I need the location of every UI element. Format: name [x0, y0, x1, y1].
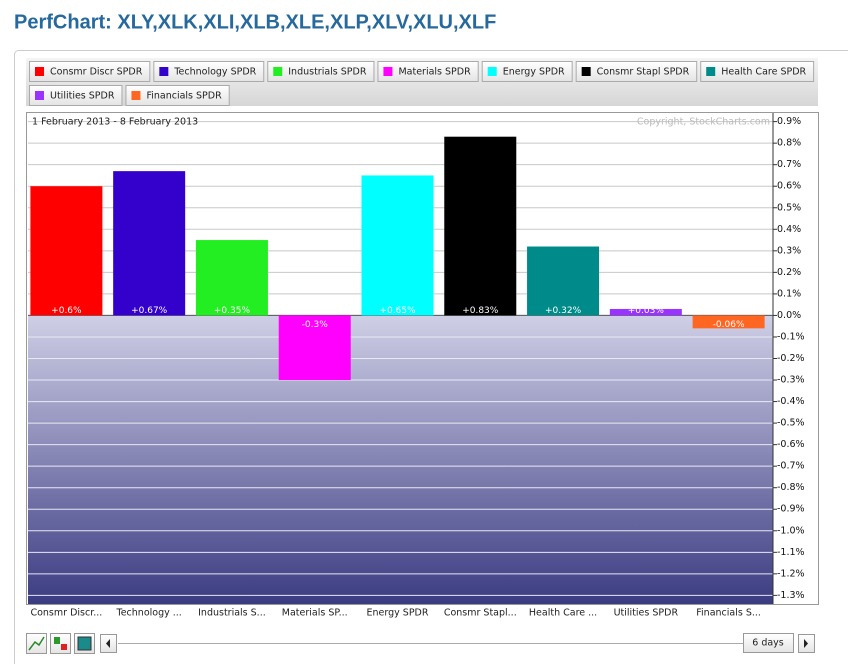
bar	[196, 240, 268, 315]
y-tick-label: 0.4%	[777, 224, 801, 235]
legend-swatch	[159, 67, 168, 76]
x-tick-label: Utilities SPDR	[614, 608, 679, 619]
legend-entry[interactable]: Utilities SPDR	[30, 86, 122, 106]
period-label: 6 days	[752, 638, 784, 649]
y-tick-label: 0.3%	[777, 245, 801, 256]
x-tick-label: Technology ...	[116, 608, 182, 619]
value-label: +0.32%	[545, 306, 582, 316]
value-label: +0.67%	[131, 306, 168, 316]
y-tick-label: 0.1%	[777, 288, 801, 299]
bar	[30, 186, 102, 315]
y-tick-label: -0.4%	[777, 396, 805, 407]
legend-entry[interactable]: Health Care SPDR	[701, 62, 814, 82]
y-tick-label: 0.6%	[777, 181, 801, 192]
legend-label: Energy SPDR	[503, 67, 565, 78]
legend-swatch	[383, 67, 392, 76]
bar-chart-button[interactable]	[51, 634, 71, 654]
legend-label: Financials SPDR	[146, 91, 222, 102]
y-tick-label: -0.2%	[777, 353, 805, 364]
y-tick-label: -1.1%	[777, 547, 805, 558]
x-tick-label: Health Care ...	[529, 608, 597, 619]
y-tick-label: 0.5%	[777, 202, 801, 213]
legend-label: Consmr Discr SPDR	[50, 67, 143, 78]
x-tick-label: Financials S...	[696, 608, 761, 619]
chart-title: PerfChart: XLY,XLK,XLI,XLB,XLE,XLP,XLV,X…	[14, 11, 496, 33]
legend-entry[interactable]: Industrials SPDR	[268, 62, 374, 82]
hist-icon	[78, 637, 91, 650]
y-tick-label: 0.2%	[777, 267, 801, 278]
y-tick-label: -1.2%	[777, 568, 805, 579]
legend-label: Consmr Stapl SPDR	[597, 67, 690, 78]
y-tick-label: 0.9%	[777, 116, 801, 127]
y-tick-label: -0.8%	[777, 482, 805, 493]
y-tick-label: -0.5%	[777, 418, 805, 429]
value-label: +0.6%	[51, 306, 82, 316]
value-label: +0.65%	[379, 306, 416, 316]
legend-label: Industrials SPDR	[288, 67, 367, 78]
legend-swatch	[35, 91, 44, 100]
bar	[444, 137, 516, 316]
bar	[362, 175, 434, 315]
legend-swatch	[706, 67, 715, 76]
x-tick-label: Energy SPDR	[367, 608, 429, 619]
value-label: +0.83%	[462, 306, 499, 316]
value-label: +0.03%	[628, 306, 665, 316]
y-tick-label: -0.9%	[777, 504, 805, 515]
y-tick-label: -0.6%	[777, 439, 805, 450]
value-label: -0.06%	[713, 320, 745, 330]
y-tick-label: 0.8%	[777, 138, 801, 149]
y-tick-label: -0.3%	[777, 375, 805, 386]
y-tick-label: -1.0%	[777, 525, 805, 536]
x-tick-label: Consmr Discr...	[30, 608, 102, 619]
y-tick-label: -0.1%	[777, 331, 805, 342]
x-tick-label: Consmr Stapl...	[444, 608, 517, 619]
y-tick-label: 0.7%	[777, 159, 801, 170]
legend-swatch	[488, 67, 497, 76]
x-tick-label: Industrials S...	[198, 608, 266, 619]
legend-entry[interactable]: Technology SPDR	[154, 62, 264, 82]
legend-swatch	[582, 67, 591, 76]
bar-icon	[61, 644, 67, 650]
y-tick-label: -1.3%	[777, 590, 805, 601]
legend-swatch	[131, 91, 140, 100]
value-label: -0.3%	[302, 320, 329, 330]
legend-label: Materials SPDR	[398, 67, 471, 78]
legend-entry[interactable]: Consmr Discr SPDR	[30, 62, 150, 82]
legend-entry[interactable]: Energy SPDR	[482, 62, 572, 82]
legend-swatch	[273, 67, 282, 76]
value-label: +0.35%	[214, 306, 251, 316]
legend-entry[interactable]: Financials SPDR	[126, 86, 229, 106]
bar	[113, 171, 185, 315]
legend-label: Technology SPDR	[173, 67, 256, 78]
y-tick-label: 0.0%	[777, 310, 801, 321]
x-tick-label: Materials SP...	[282, 608, 348, 619]
bar-icon	[54, 637, 60, 644]
date-range: 1 February 2013 - 8 February 2013	[32, 117, 198, 128]
y-tick-label: -0.7%	[777, 461, 805, 472]
legend-label: Health Care SPDR	[721, 67, 806, 78]
legend-entry[interactable]: Materials SPDR	[378, 62, 478, 82]
legend-label: Utilities SPDR	[50, 91, 115, 102]
legend-entry[interactable]: Consmr Stapl SPDR	[576, 62, 697, 82]
legend-swatch	[35, 67, 44, 76]
copyright: Copyright, StockCharts.com	[637, 117, 770, 128]
